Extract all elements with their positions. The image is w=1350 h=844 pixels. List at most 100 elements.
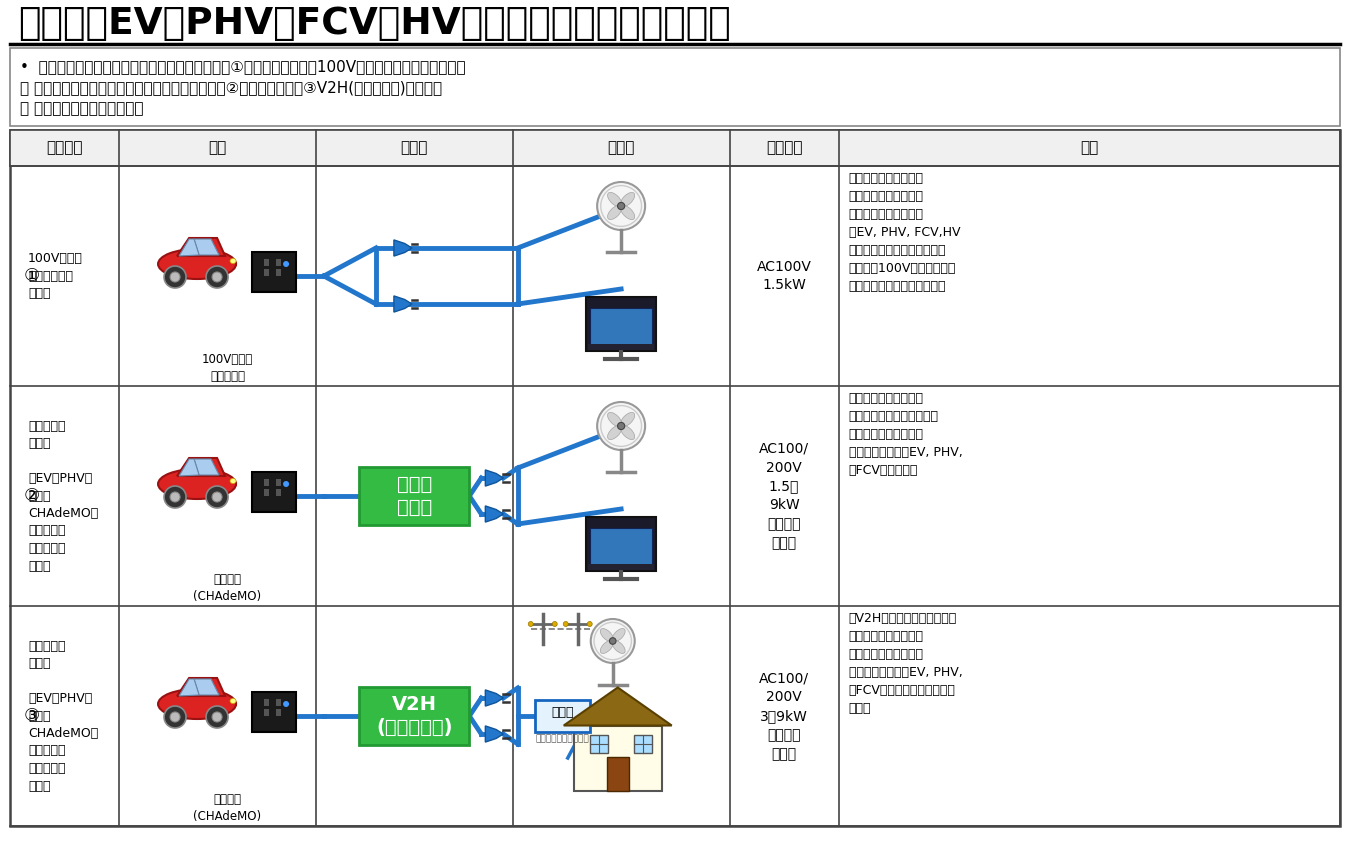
Polygon shape: [394, 240, 412, 256]
Circle shape: [284, 701, 289, 707]
Circle shape: [165, 486, 186, 508]
Ellipse shape: [230, 479, 236, 484]
Circle shape: [212, 272, 221, 282]
Text: 給電する方法と、車の給電端子に特定の機器（②可携型給電器、③V2H(充放電設備)）を接続: 給電する方法と、車の給電端子に特定の機器（②可携型給電器、③V2H(充放電設備)…: [20, 80, 441, 95]
Bar: [359, 687, 470, 745]
Text: して給電する方法がある。: して給電する方法がある。: [20, 101, 143, 116]
Text: V2H
(充放電設備): V2H (充放電設備): [377, 695, 452, 738]
Text: AC100/
200V
1.5～
9kW
（機器に
よる）: AC100/ 200V 1.5～ 9kW （機器に よる）: [759, 441, 809, 550]
Bar: [535, 700, 590, 732]
Circle shape: [165, 266, 186, 288]
Circle shape: [617, 203, 625, 209]
Ellipse shape: [608, 205, 622, 219]
Circle shape: [170, 712, 180, 722]
Bar: [590, 308, 652, 346]
Ellipse shape: [158, 249, 236, 279]
Bar: [275, 709, 281, 716]
Circle shape: [563, 621, 568, 626]
Text: ①: ①: [24, 267, 40, 285]
Bar: [275, 479, 281, 486]
Polygon shape: [564, 688, 672, 726]
Bar: [590, 735, 608, 753]
Circle shape: [170, 272, 180, 282]
Text: 可携型
給電器: 可携型 給電器: [397, 474, 432, 517]
Bar: [265, 709, 269, 716]
Polygon shape: [485, 690, 504, 706]
Bar: [586, 297, 656, 351]
Ellipse shape: [601, 641, 613, 653]
Polygon shape: [394, 296, 412, 312]
Text: 給電器: 給電器: [401, 140, 428, 155]
Text: 給電端子
(CHAdeMO): 給電端子 (CHAdeMO): [193, 793, 262, 823]
Ellipse shape: [621, 425, 634, 440]
Circle shape: [207, 266, 228, 288]
Bar: [9, 130, 1341, 166]
Bar: [252, 252, 296, 292]
Ellipse shape: [612, 641, 625, 653]
Text: ③: ③: [24, 707, 40, 725]
Circle shape: [597, 402, 645, 450]
Bar: [359, 467, 470, 525]
Text: 給電端子か
ら給電

（EV・PHVの
場合は
CHAdeMO急
速充電端子
を給電用に
共有）: 給電端子か ら給電 （EV・PHVの 場合は CHAdeMO急 速充電端子 を給…: [28, 640, 99, 793]
Circle shape: [617, 422, 625, 430]
Circle shape: [591, 619, 634, 663]
Circle shape: [284, 481, 289, 487]
Bar: [9, 48, 1341, 126]
Text: 100V電源用
コンセントか
ら給電: 100V電源用 コンセントか ら給電: [28, 252, 82, 300]
Bar: [589, 564, 655, 570]
Circle shape: [552, 621, 558, 626]
Ellipse shape: [601, 629, 613, 641]
Circle shape: [597, 182, 645, 230]
Text: •  電動車から外部に給電する方法は大別すると、①車内に備えられた100V電源用コンセントを用いて: • 電動車から外部に給電する方法は大別すると、①車内に備えられた100V電源用コ…: [20, 59, 466, 74]
Bar: [252, 692, 296, 732]
Text: 備考: 備考: [1080, 140, 1099, 155]
Circle shape: [212, 492, 221, 502]
Bar: [590, 528, 652, 566]
Polygon shape: [485, 506, 504, 522]
Ellipse shape: [621, 205, 634, 219]
Text: 電源: 電源: [208, 140, 227, 155]
Text: 給電端子
(CHAdeMO): 給電端子 (CHAdeMO): [193, 573, 262, 603]
Bar: [586, 517, 656, 571]
Polygon shape: [177, 238, 225, 256]
Text: ②: ②: [24, 487, 40, 505]
Bar: [265, 699, 269, 706]
Text: AC100/
200V
3～9kW
（機器に
よる）: AC100/ 200V 3～9kW （機器に よる）: [759, 671, 809, 761]
Bar: [265, 259, 269, 266]
Circle shape: [212, 712, 221, 722]
Bar: [265, 269, 269, 276]
Circle shape: [207, 486, 228, 508]
Polygon shape: [194, 239, 219, 255]
Bar: [275, 269, 281, 276]
Bar: [633, 735, 652, 753]
Bar: [275, 489, 281, 496]
Text: その他: その他: [608, 140, 634, 155]
Polygon shape: [177, 678, 225, 696]
Polygon shape: [194, 679, 219, 695]
Polygon shape: [180, 239, 198, 256]
Text: 100V電源用
コンセント: 100V電源用 コンセント: [202, 354, 252, 382]
Text: （本接続は一例です）: （本接続は一例です）: [536, 734, 590, 744]
Bar: [252, 472, 296, 512]
Ellipse shape: [621, 413, 634, 427]
Text: ・車本体のみで給電可
・設置・配線工事不要
・出力が比較的小さい
・EV, PHV, FCV,HV
　（メーカーオプション等に
　より、100V電源用コンセ
　: ・車本体のみで給電可 ・設置・配線工事不要 ・出力が比較的小さい ・EV, PH…: [849, 172, 960, 293]
Text: AC100V
1.5kW: AC100V 1.5kW: [756, 259, 811, 293]
Ellipse shape: [608, 425, 622, 440]
Text: 分電盤: 分電盤: [552, 706, 574, 718]
Ellipse shape: [612, 629, 625, 641]
Polygon shape: [180, 679, 198, 696]
Ellipse shape: [158, 689, 236, 719]
Text: 給電方法: 給電方法: [46, 140, 82, 155]
Bar: [265, 489, 269, 496]
Polygon shape: [485, 470, 504, 486]
Text: 給電端子か
ら給電

（EV・PHVの
場合は
CHAdeMO急
速充電端子
を給電用に
共有）: 給電端子か ら給電 （EV・PHVの 場合は CHAdeMO急 速充電端子 を給…: [28, 419, 99, 572]
Ellipse shape: [608, 413, 622, 427]
Bar: [275, 699, 281, 706]
Polygon shape: [194, 459, 219, 475]
Ellipse shape: [621, 192, 634, 207]
Circle shape: [170, 492, 180, 502]
Bar: [574, 726, 662, 791]
Circle shape: [587, 621, 593, 626]
Circle shape: [165, 706, 186, 728]
Bar: [265, 479, 269, 486]
